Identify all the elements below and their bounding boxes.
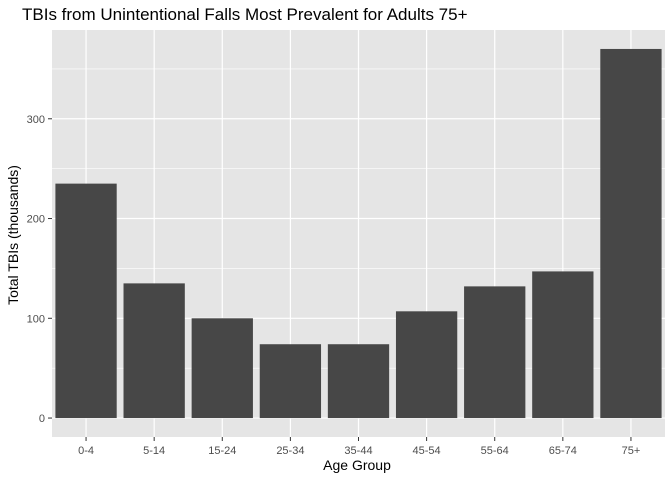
y-tick-label: 0 (39, 413, 45, 425)
bar-15-24 (191, 318, 253, 419)
y-axis: 0 100 200 300 (27, 114, 52, 425)
x-tick-label: 35-44 (344, 445, 372, 457)
bar-55-64 (464, 286, 526, 419)
x-axis-title: Age Group (323, 457, 391, 473)
bar-0-4 (55, 183, 117, 419)
bar-35-44 (327, 344, 390, 419)
bar-75+ (600, 48, 662, 419)
x-tick-label: 75+ (622, 445, 641, 457)
x-tick-label: 45-54 (413, 445, 441, 457)
y-tick-label: 100 (27, 313, 45, 325)
y-tick-label: 300 (27, 114, 45, 126)
y-tick-label: 200 (27, 214, 45, 226)
bar-25-34 (259, 344, 322, 419)
bar-65-74 (532, 271, 594, 419)
bars (55, 48, 662, 419)
x-tick-label: 65-74 (549, 445, 577, 457)
x-tick-label: 15-24 (208, 445, 236, 457)
x-tick-label: 25-34 (276, 445, 304, 457)
bar-5-14 (123, 283, 185, 419)
y-axis-title: Total TBIs (thousands) (5, 165, 21, 305)
x-tick-label: 5-14 (143, 445, 165, 457)
chart-title: TBIs from Unintentional Falls Most Preva… (22, 5, 468, 24)
x-tick-label: 0-4 (78, 445, 94, 457)
x-tick-label: 55-64 (481, 445, 509, 457)
bar-45-54 (395, 311, 458, 419)
x-axis: 0-4 5-14 15-24 25-34 35-44 45-54 55-64 65-74 75+ (78, 437, 640, 457)
